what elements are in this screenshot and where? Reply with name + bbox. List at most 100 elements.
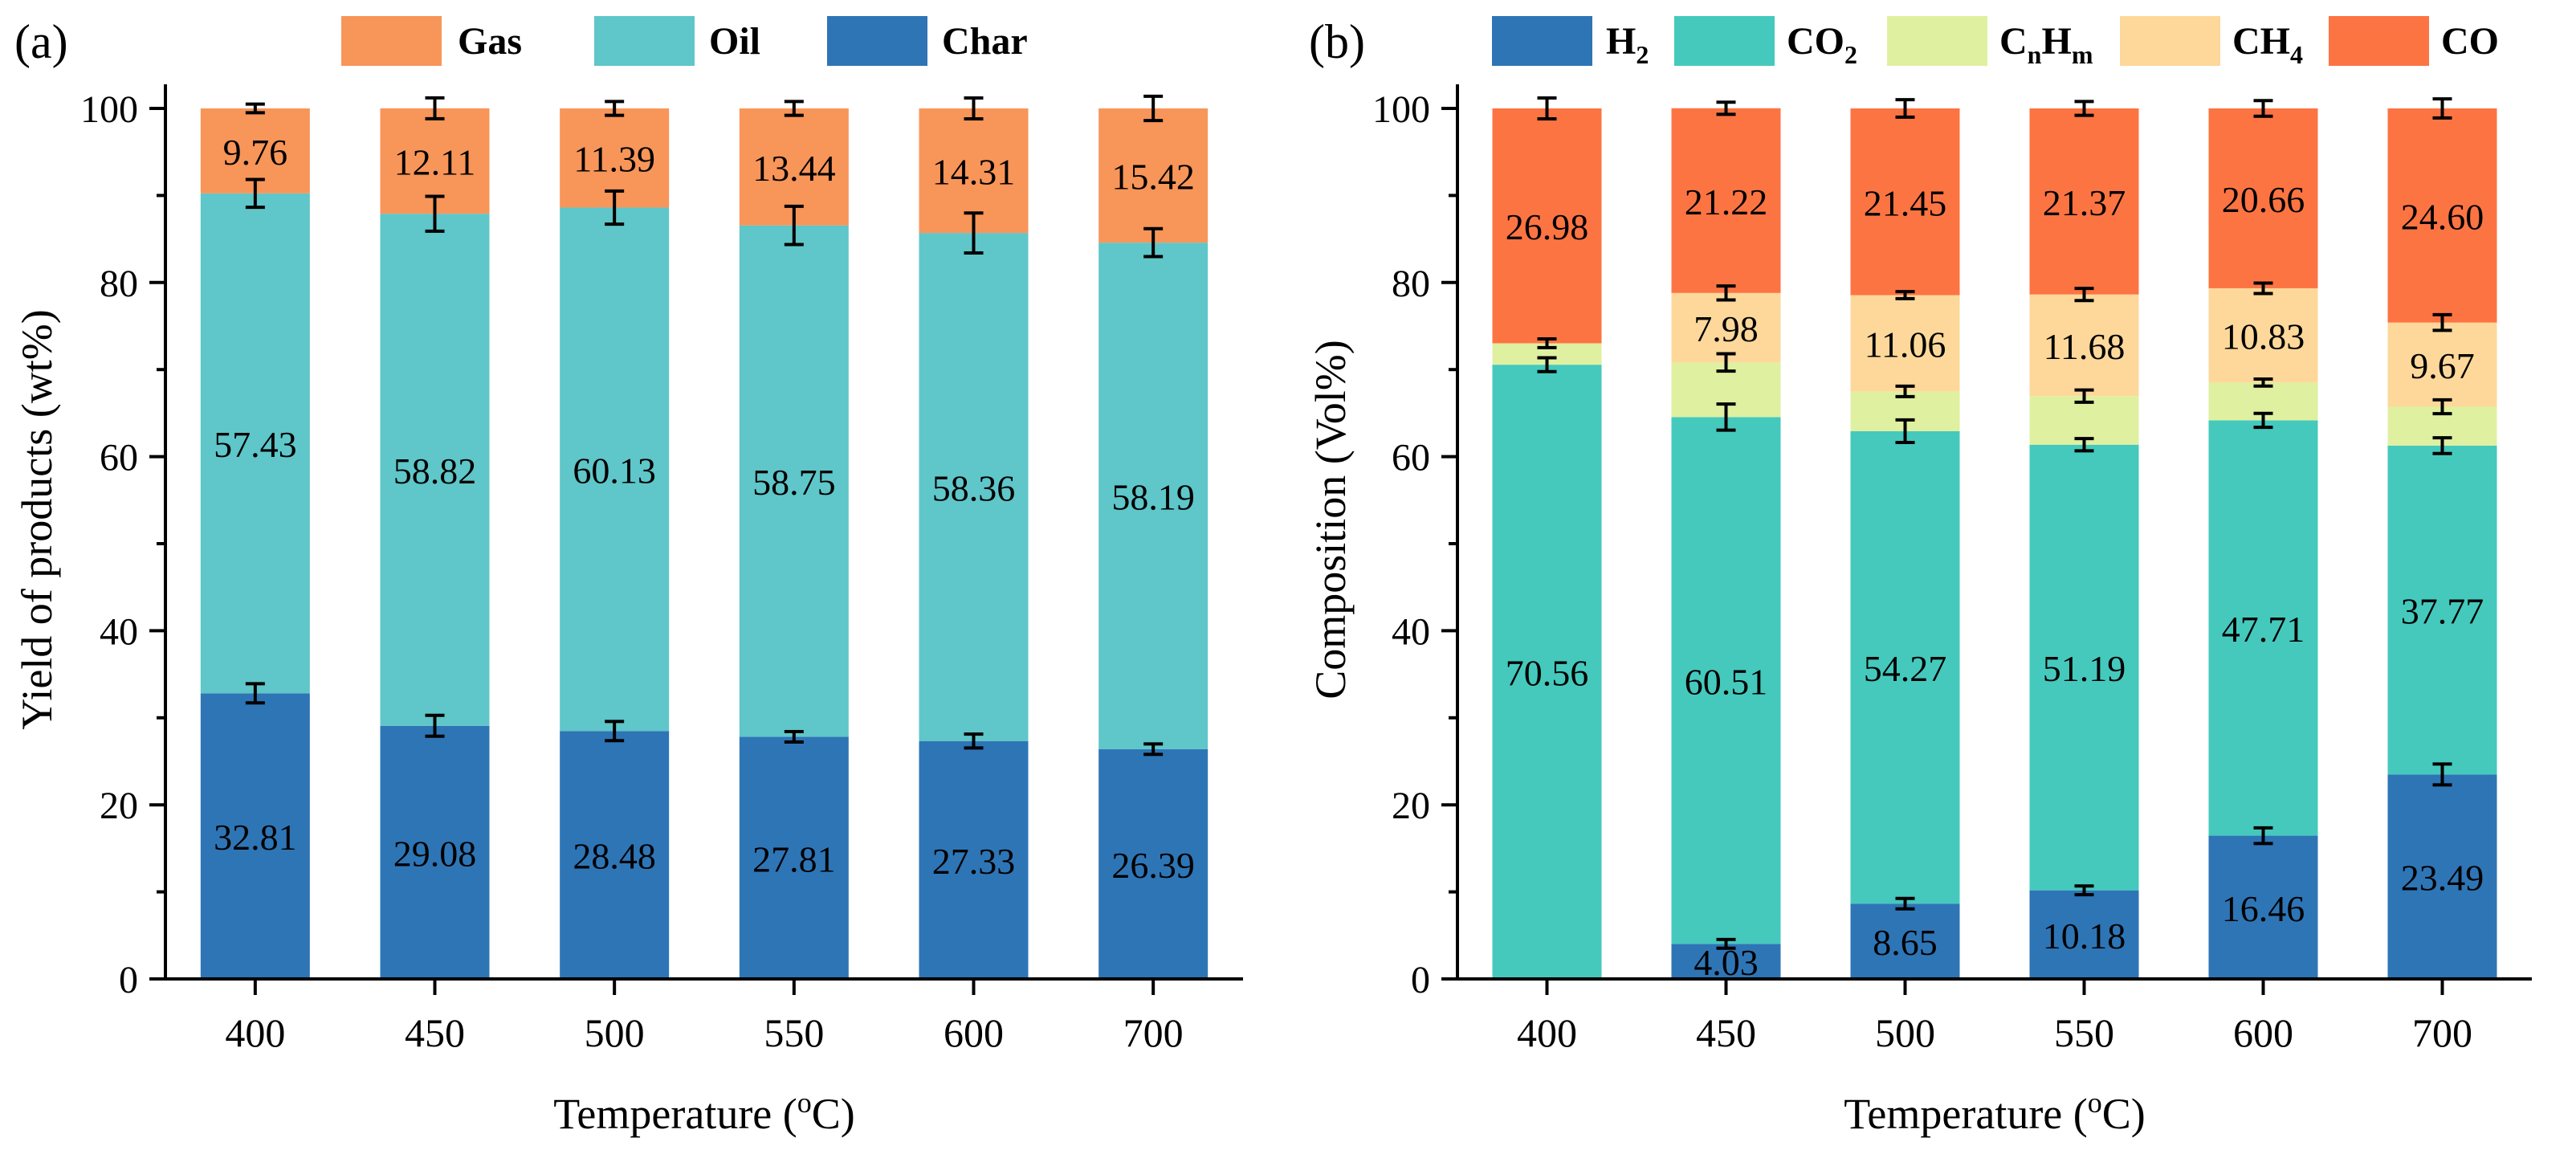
- error-bar-a-gas-550: [784, 100, 804, 117]
- legend-swatch-oil: [594, 16, 695, 66]
- data-label-b-ch4-600: 10.83: [2222, 316, 2305, 357]
- bar-b-h2-550: [2029, 890, 2139, 979]
- bar-b-co-550: [2029, 108, 2139, 295]
- bar-a-char-500: [560, 731, 670, 979]
- y-tick-label-a-40: 40: [100, 610, 138, 653]
- y-axis-title-b: Composition (Vol%): [1306, 340, 1355, 699]
- error-bar-b-h2-450: [1716, 937, 1736, 950]
- error-bar-b-co2-450: [1716, 402, 1736, 432]
- bar-b-co2-450: [1671, 417, 1781, 944]
- data-label-b-co-500: 21.45: [1864, 182, 1947, 223]
- bar-b-ch4-500: [1850, 295, 1960, 392]
- error-bar-b-h2-600: [2253, 826, 2273, 846]
- x-tick-label-b-550: 550: [2054, 1010, 2114, 1055]
- x-axis-title-b: Temperature (oC): [1844, 1087, 2146, 1138]
- data-label-a-oil-550: 58.75: [752, 462, 836, 503]
- error-bar-b-co-450: [1716, 100, 1736, 116]
- x-tick-label-b-500: 500: [1875, 1010, 1935, 1055]
- y-tick-label-b-40: 40: [1392, 610, 1430, 653]
- data-label-b-co-550: 21.37: [2043, 182, 2126, 223]
- error-bar-a-oil-450: [425, 194, 445, 233]
- data-label-b-co2-700: 37.77: [2401, 591, 2484, 632]
- y-tick-label-a-80: 80: [100, 263, 138, 305]
- error-bar-b-h2-500: [1895, 896, 1915, 911]
- bar-b-h2-700: [2387, 774, 2497, 979]
- legend-label-h2: H2: [1606, 20, 1649, 69]
- data-label-b-co-450: 21.22: [1685, 181, 1768, 222]
- error-bar-b-co2-400: [1537, 356, 1557, 373]
- error-bar-a-gas-600: [964, 96, 984, 121]
- error-bar-b-cnhm-550: [2074, 388, 2094, 404]
- legend-swatch-ch4: [2120, 16, 2220, 66]
- bar-b-co-450: [1671, 108, 1781, 293]
- bar-a-gas-700: [1098, 108, 1209, 243]
- data-label-a-gas-450: 12.11: [394, 142, 476, 183]
- y-tick-label-b-100: 100: [1372, 88, 1430, 131]
- data-label-a-oil-400: 57.43: [214, 424, 297, 465]
- x-tick-label-a-500: 500: [585, 1010, 645, 1055]
- error-bar-b-cnhm-500: [1895, 384, 1915, 398]
- data-label-a-char-700: 26.39: [1111, 845, 1195, 886]
- error-bar-a-char-450: [425, 713, 445, 738]
- error-bar-b-h2-550: [2074, 884, 2094, 897]
- x-tick-label-a-600: 600: [944, 1010, 1004, 1055]
- legend-swatch-co2: [1674, 16, 1775, 66]
- error-bar-a-gas-500: [605, 100, 625, 117]
- data-label-b-ch4-700: 9.67: [2410, 345, 2475, 386]
- data-label-b-co2-600: 47.71: [2222, 609, 2305, 650]
- legend-swatch-cnhm: [1887, 16, 1987, 66]
- x-tick-label-b-700: 700: [2412, 1010, 2472, 1055]
- bar-b-co2-700: [2387, 445, 2497, 775]
- data-label-b-h2-700: 23.49: [2401, 858, 2484, 899]
- y-tick-label-a-100: 100: [80, 88, 138, 131]
- data-label-a-gas-600: 14.31: [932, 152, 1016, 193]
- legend-swatch-gas: [341, 16, 442, 66]
- data-label-b-ch4-450: 7.98: [1694, 308, 1759, 349]
- error-bar-a-oil-700: [1143, 226, 1164, 259]
- error-bar-a-oil-400: [245, 177, 265, 210]
- data-label-b-ch4-550: 11.68: [2044, 326, 2126, 367]
- bar-b-co-600: [2208, 108, 2318, 288]
- panel-label-a: (a): [14, 15, 68, 68]
- error-bar-a-oil-600: [964, 211, 984, 255]
- bar-a-oil-400: [200, 193, 310, 694]
- data-label-b-co2-550: 51.19: [2043, 648, 2126, 689]
- bar-a-oil-550: [739, 225, 849, 737]
- bar-a-oil-700: [1098, 243, 1209, 749]
- bar-a-char-600: [919, 740, 1029, 979]
- error-bar-b-cnhm-400: [1537, 337, 1557, 349]
- legend-swatch-co: [2329, 16, 2429, 66]
- data-label-a-char-450: 29.08: [393, 833, 477, 874]
- y-tick-label-b-80: 80: [1392, 263, 1430, 305]
- error-bar-b-cnhm-600: [2253, 377, 2273, 388]
- legend-a: Gas Oil Char: [341, 16, 1028, 66]
- error-bar-a-gas-400: [245, 102, 265, 115]
- legend-b: H2 CO2 CnHm CH4 CO: [1492, 16, 2499, 69]
- error-bar-b-co2-550: [2074, 437, 2094, 453]
- error-bar-a-oil-500: [605, 189, 625, 226]
- y-tick-label-b-0: 0: [1411, 959, 1430, 1001]
- bar-a-oil-450: [380, 214, 490, 726]
- bar-a-char-400: [200, 693, 310, 979]
- error-bar-a-char-400: [245, 682, 265, 705]
- error-bar-b-co-550: [2074, 100, 2094, 117]
- bar-b-co-700: [2387, 108, 2497, 323]
- bar-b-ch4-600: [2208, 287, 2318, 383]
- bar-b-ch4-550: [2029, 294, 2139, 397]
- x-tick-label-a-700: 700: [1123, 1010, 1184, 1055]
- data-label-a-char-400: 32.81: [214, 817, 297, 858]
- bar-b-co2-550: [2029, 444, 2139, 891]
- y-tick-label-a-60: 60: [100, 437, 138, 479]
- bar-b-h2-600: [2208, 835, 2318, 979]
- error-bar-b-ch4-500: [1895, 290, 1915, 300]
- x-axis-title-a: Temperature (oC): [553, 1087, 855, 1138]
- x-tick-label-a-450: 450: [405, 1010, 465, 1055]
- data-label-b-co-700: 24.60: [2401, 196, 2484, 237]
- bar-b-co-400: [1492, 108, 1602, 344]
- legend-label-char: Char: [942, 20, 1028, 63]
- x-tick-label-a-400: 400: [225, 1010, 285, 1055]
- bar-b-co-500: [1850, 108, 1960, 296]
- error-bar-b-co-500: [1895, 98, 1915, 119]
- error-bar-b-co2-500: [1895, 418, 1915, 445]
- data-label-b-h2-500: 8.65: [1873, 922, 1938, 963]
